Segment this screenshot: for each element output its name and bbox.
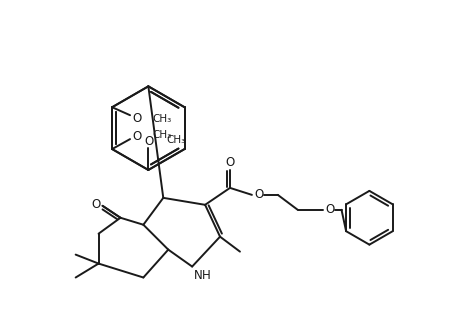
Text: O: O: [91, 198, 100, 211]
Text: H: H: [202, 269, 211, 282]
Text: O: O: [325, 203, 334, 216]
Text: O: O: [254, 188, 263, 202]
Text: CH₃: CH₃: [152, 114, 171, 124]
Text: CH₃: CH₃: [152, 130, 171, 140]
Text: CH₃: CH₃: [166, 135, 185, 145]
Text: O: O: [132, 112, 142, 125]
Text: O: O: [225, 155, 234, 168]
Text: N: N: [194, 269, 203, 282]
Text: O: O: [132, 130, 142, 143]
Text: O: O: [145, 135, 154, 148]
